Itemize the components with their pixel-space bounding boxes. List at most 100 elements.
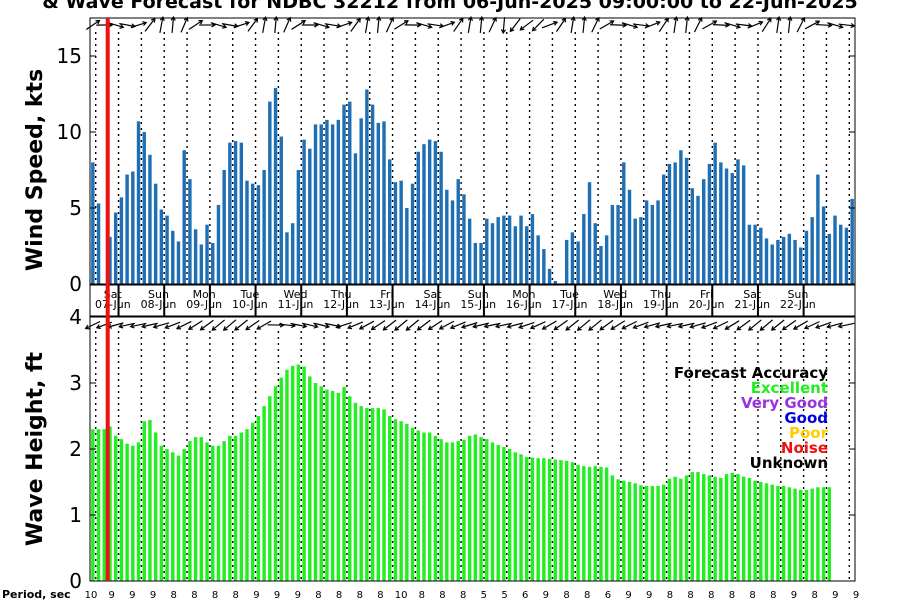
wave-bar [542,458,546,581]
direction-arrow [376,16,380,34]
direction-arrow-head [95,19,101,25]
direction-arrow-head [376,15,382,21]
wave-bar [388,416,392,581]
wave-bar [827,487,832,581]
direction-arrow [532,18,545,32]
day-of-week-label: Tue [239,288,259,301]
period-value: 8 [687,590,693,600]
wind-bar [564,239,569,284]
wave-bar [547,458,552,581]
wave-bar [536,458,540,581]
day-of-week-label: Sun [468,288,489,301]
wave-bar [148,419,152,581]
direction-arrow [130,22,147,28]
wind-bar [171,230,175,284]
direction-arrow [827,322,843,328]
day-of-week-label: Mon [512,288,535,301]
wave-bar [113,435,118,581]
direction-arrow-head [222,23,228,29]
wind-bar [513,226,518,284]
direction-arrow [712,24,729,26]
direction-arrow [428,320,443,330]
wave-bar [616,479,620,581]
direction-arrow [359,320,375,330]
wind-bar [547,268,552,284]
wave-bar [467,435,472,581]
wind-bar [119,197,124,284]
direction-arrow-head [588,326,594,331]
wave-bar [485,439,489,581]
date-label: 20-Jun [689,298,725,311]
period-value: 8 [749,590,755,600]
wind-bar [96,203,101,284]
wind-bar [233,141,238,284]
wind-bar [816,174,820,284]
wave-bar [799,489,803,581]
wave-bar [336,392,341,581]
direction-arrow [502,16,506,34]
wind-bar [610,204,615,284]
wave-bar [125,443,129,581]
direction-arrow-head [736,325,742,331]
period-value: 8 [212,590,218,600]
date-label: 17-Jun [552,298,588,311]
wind-bar [810,217,814,284]
direction-arrow-head [787,15,793,21]
date-label: 09-Jun [186,298,222,311]
wave-bar [644,485,649,581]
direction-arrow [313,22,330,28]
legend-item: Excellent [751,379,828,397]
wave-bar [325,389,329,581]
wind-bar [656,200,660,284]
period-value: 9 [129,590,135,600]
direction-arrow [570,17,575,33]
direction-arrow-head [427,23,433,29]
direction-arrow-head [256,325,262,330]
wave-bar [724,474,729,581]
direction-arrow [176,320,192,330]
wave-bar [753,480,757,581]
wave-bar [662,484,666,581]
wave-bar [91,429,95,581]
direction-arrow-head [553,325,559,331]
wind-bar [250,183,255,284]
direction-arrow [644,322,661,328]
wind-bar [593,223,597,284]
wind-bar [456,179,460,284]
wind-bar [365,89,369,284]
period-value: 9 [791,590,797,600]
direction-arrow [142,322,158,328]
wind-bar [153,183,158,284]
wind-bar [764,238,769,284]
direction-arrow [211,319,226,331]
direction-arrow-head [199,325,205,331]
wave-bar [821,487,826,581]
wind-bar [325,119,329,284]
wave-bar [684,475,689,581]
direction-arrow [144,18,156,32]
wind-bar [542,249,546,284]
direction-arrow [644,21,661,29]
wave-bar [108,426,112,581]
wave-bar [741,476,746,581]
direction-arrow-head [531,26,537,32]
direction-arrow [693,17,703,33]
direction-arrow [804,321,820,329]
direction-arrow-head [837,323,843,329]
wind-bar [633,218,637,284]
wind-bar [148,154,152,284]
period-value: 9 [543,590,549,600]
wind-bar [376,122,381,284]
wind-bar [188,179,192,284]
wave-bar [205,442,209,581]
wind-bar [211,242,215,284]
direction-arrow [210,22,227,28]
period-value: 9 [646,590,652,600]
legend-item: Noise [781,439,828,457]
wave-bar [610,475,615,581]
direction-arrow [678,322,695,328]
direction-arrow [107,322,124,328]
period-value: 5 [501,590,507,600]
wave-bar [776,485,780,581]
wave-bar [502,447,506,581]
